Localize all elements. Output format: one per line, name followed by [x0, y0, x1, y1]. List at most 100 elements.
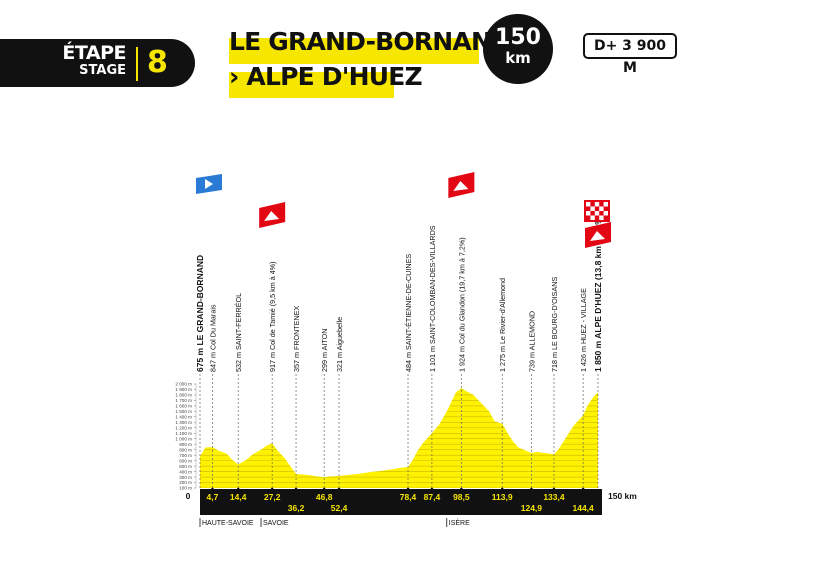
y-tick-label: 1 900 m: [175, 387, 192, 392]
climb-flag-tamie: [259, 202, 286, 228]
km-marker-dot: [337, 487, 341, 491]
km-marker-label: 78,4: [400, 492, 417, 502]
waypoint-label: 718 m LE BOURG-D'OISANS: [550, 277, 559, 372]
start-title-highlight: [229, 38, 479, 64]
stage-word-en: STAGE: [79, 63, 126, 78]
waypoint-label: 1 101 m SAINT-COLOMBAN-DES-VILLARDS: [428, 225, 437, 372]
y-tick-label: 1 000 m: [175, 436, 192, 441]
km-marker-dot: [322, 487, 326, 491]
waypoint-label: 357 m FRONTENEX: [292, 305, 301, 372]
km-marker-label: 52,4: [331, 503, 348, 513]
finish-title: › ALPE D'HUEZ: [229, 62, 423, 91]
km-marker-dot: [581, 487, 585, 491]
finish-flag-check: [599, 206, 604, 211]
y-tick-label: 200 m: [179, 480, 192, 485]
km-marker-label: 133,4: [543, 492, 565, 502]
region-label: ISÈRE: [449, 518, 470, 527]
km-marker-dot: [211, 487, 214, 491]
waypoint-label: 299 m AITON: [320, 329, 329, 372]
finish-flag-check: [603, 211, 608, 216]
finish-flag-check: [586, 211, 591, 216]
start-title: LE GRAND-BORNAND: [229, 27, 512, 56]
y-tick-label: 1 200 m: [175, 425, 192, 430]
profile-area: [200, 388, 598, 488]
y-tick-label: 1 700 m: [175, 398, 192, 403]
climb-flag-glandon: [448, 172, 475, 198]
stage-separator: [136, 47, 138, 81]
km-marker-dot: [430, 487, 434, 491]
finish-flag-check: [590, 215, 595, 220]
finish-title-highlight: [229, 72, 394, 98]
waypoint-label: 739 m ALLEMOND: [527, 311, 536, 372]
y-tick-label: 500 m: [179, 464, 192, 469]
waypoint-label: 1 426 m HUEZ - VILLAGE: [579, 288, 588, 372]
finish-flag-check: [594, 211, 600, 216]
mountain-icon: [590, 231, 605, 241]
waypoint-label: 1 850 m ALPE D'HUEZ (13,8 km à 8,1%): [593, 214, 603, 372]
mountain-icon: [453, 181, 469, 191]
distance-unit: km: [505, 49, 531, 67]
waypoint-label: 532 m SAINT-FERRÉOL: [234, 293, 243, 372]
waypoint-label: 484 m SAINT-ÉTIENNE-DE-CUINES: [404, 254, 413, 372]
km-marker-dot: [530, 487, 533, 491]
km-marker-label: 113,9: [492, 492, 513, 502]
km-marker-dot: [270, 487, 274, 491]
region-label: HAUTE-SAVOIE: [202, 520, 254, 527]
km-marker-label: 98,5: [453, 492, 470, 502]
km-marker-dot: [236, 487, 240, 491]
stage-label: ÉTAPE STAGE: [62, 42, 126, 78]
y-tick-label: 700 m: [179, 453, 192, 458]
waypoint-label: 917 m Col de Tamié (9,5 km à 4%): [268, 261, 277, 372]
waypoint-label: 1 275 m Le Rivier-d'Allemond: [498, 278, 507, 372]
finish-flag-check: [590, 206, 595, 211]
y-tick-label: 900 m: [179, 442, 192, 447]
waypoint-label: 321 m Aiguebelle: [335, 317, 344, 372]
y-tick-label: 1 400 m: [175, 415, 192, 420]
km-marker-dot: [552, 487, 556, 491]
distance-badge: 150 km: [483, 14, 553, 84]
y-tick-label: 1 100 m: [175, 431, 192, 436]
y-tick-label: 1 500 m: [175, 409, 192, 414]
km-marker-label: 144,4: [573, 503, 595, 513]
km-marker-label: 14,4: [230, 492, 247, 502]
km-marker-dot: [500, 487, 504, 491]
finish-flag-check: [586, 202, 591, 207]
mountain-icon: [264, 211, 280, 221]
x-start-label: 0: [186, 491, 191, 501]
stage-banner: [0, 39, 195, 87]
finish-flag-check: [603, 202, 608, 207]
stage-number: 8: [147, 45, 168, 80]
y-tick-label: 800 m: [179, 447, 192, 452]
x-end-label: 150 km: [608, 491, 637, 501]
km-marker-label: 46,8: [316, 492, 333, 502]
distance-value: 150: [495, 25, 541, 50]
km-marker-dot: [294, 487, 298, 491]
y-tick-label: 300 m: [179, 475, 192, 480]
finish-flag-check: [594, 202, 600, 207]
km-marker-dot: [460, 487, 463, 491]
elevation-gain-badge: D+ 3 900 M: [583, 33, 677, 76]
waypoint-label: 847 m Col Du Marais: [208, 304, 217, 372]
region-label: SAVOIE: [263, 520, 289, 527]
km-marker-label: 27,2: [264, 492, 281, 502]
finish-flag-check: [599, 215, 604, 220]
waypoint-label: 1 924 m Col du Glandon (19,7 km à 7,2%): [457, 237, 466, 372]
distance-strip: [200, 489, 602, 515]
y-tick-label: 600 m: [179, 458, 192, 463]
y-tick-label: 1 600 m: [175, 404, 192, 409]
y-tick-label: 1 300 m: [175, 420, 192, 425]
y-tick-label: 100 m: [179, 486, 192, 491]
climb-flag-alpe: [585, 222, 611, 248]
stage-word: ÉTAPE: [62, 42, 126, 64]
play-icon: [205, 179, 213, 189]
km-marker-label: 4,7: [207, 492, 219, 502]
y-tick-label: 2 000 m: [175, 382, 192, 387]
waypoint-label: 675 m LE GRAND-BORNAND: [195, 255, 205, 372]
km-marker-label: 87,4: [424, 492, 441, 502]
km-marker-label: 124,9: [521, 503, 543, 513]
y-tick-label: 1 800 m: [175, 393, 192, 398]
km-marker-dot: [406, 487, 410, 491]
y-tick-label: 400 m: [179, 469, 192, 474]
km-marker-label: 36,2: [288, 503, 305, 513]
